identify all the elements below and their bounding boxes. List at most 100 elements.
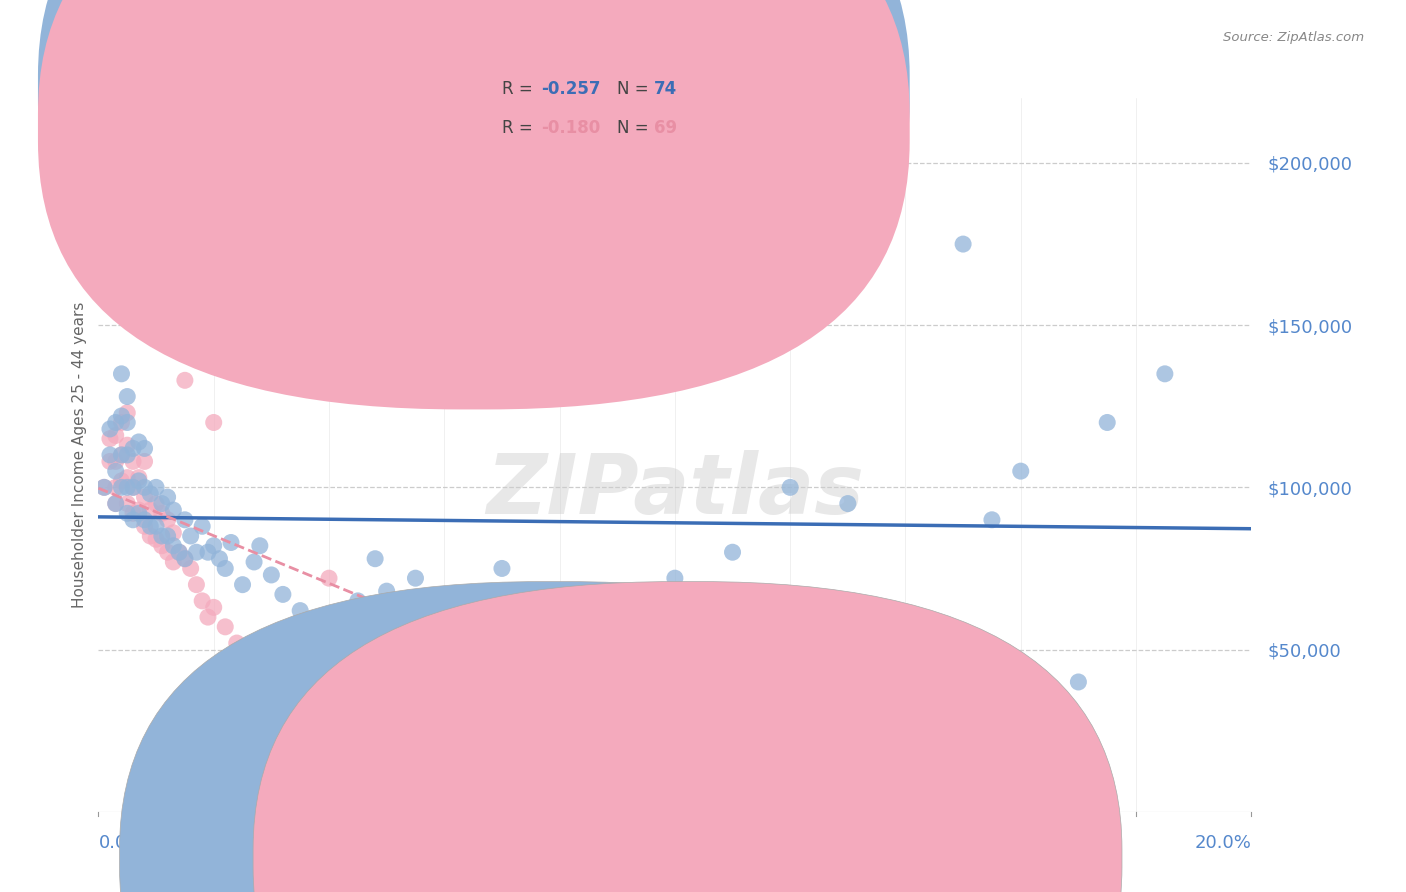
Point bbox=[98, 422, 121, 436]
Point bbox=[290, 269, 312, 284]
Point bbox=[238, 642, 260, 657]
Point bbox=[186, 577, 208, 591]
Point bbox=[122, 442, 145, 456]
Point bbox=[318, 610, 340, 624]
Point bbox=[433, 604, 456, 618]
Text: R =: R = bbox=[502, 80, 538, 98]
Point bbox=[128, 470, 150, 484]
Point bbox=[520, 675, 543, 690]
Point bbox=[721, 545, 744, 559]
Point bbox=[117, 480, 138, 494]
Point bbox=[461, 675, 484, 690]
Point bbox=[271, 587, 294, 601]
Point bbox=[548, 584, 571, 599]
Text: R =: R = bbox=[502, 119, 538, 136]
Point bbox=[180, 561, 202, 575]
Point bbox=[231, 577, 254, 591]
Point bbox=[150, 497, 173, 511]
Point bbox=[491, 684, 513, 698]
Point bbox=[98, 448, 121, 462]
Point bbox=[375, 237, 398, 252]
Text: ZIPatlas: ZIPatlas bbox=[486, 450, 863, 531]
Point bbox=[197, 610, 219, 624]
Point bbox=[1153, 367, 1175, 381]
Point bbox=[128, 506, 150, 520]
Point bbox=[346, 594, 368, 608]
Point bbox=[167, 545, 190, 559]
Point bbox=[156, 490, 179, 504]
Point bbox=[981, 513, 1004, 527]
Point bbox=[411, 675, 433, 690]
Point bbox=[405, 642, 427, 657]
Point bbox=[461, 620, 484, 634]
Point bbox=[335, 662, 357, 676]
Point bbox=[104, 454, 127, 468]
Point bbox=[162, 539, 184, 553]
Point bbox=[174, 513, 197, 527]
Point bbox=[134, 454, 156, 468]
Point bbox=[117, 497, 138, 511]
Point bbox=[110, 448, 132, 462]
Point bbox=[104, 480, 127, 494]
Point bbox=[307, 616, 329, 631]
Point bbox=[329, 626, 352, 640]
Text: Peruvians: Peruvians bbox=[572, 849, 654, 867]
Point bbox=[117, 416, 138, 430]
Point bbox=[779, 480, 801, 494]
Point bbox=[249, 539, 271, 553]
Point bbox=[318, 648, 340, 663]
Point bbox=[180, 529, 202, 543]
Point bbox=[104, 497, 127, 511]
Point bbox=[110, 448, 132, 462]
Point bbox=[606, 688, 628, 702]
Point bbox=[139, 503, 162, 517]
Point bbox=[219, 535, 242, 549]
Point bbox=[117, 448, 138, 462]
Point bbox=[150, 539, 173, 553]
Point bbox=[191, 519, 214, 533]
Point bbox=[110, 480, 132, 494]
Point bbox=[93, 480, 115, 494]
Point bbox=[231, 301, 254, 316]
Point bbox=[837, 497, 859, 511]
Point bbox=[364, 551, 387, 566]
Point bbox=[162, 503, 184, 517]
Point bbox=[952, 237, 974, 252]
Point bbox=[134, 442, 156, 456]
Point bbox=[128, 434, 150, 449]
Point bbox=[122, 480, 145, 494]
Point bbox=[145, 480, 167, 494]
Point bbox=[260, 568, 283, 582]
Point bbox=[110, 367, 132, 381]
Text: 74: 74 bbox=[654, 80, 678, 98]
Point bbox=[134, 490, 156, 504]
Point bbox=[405, 571, 427, 585]
Point bbox=[197, 545, 219, 559]
Point bbox=[98, 454, 121, 468]
Point bbox=[104, 497, 127, 511]
Point bbox=[93, 480, 115, 494]
Point bbox=[290, 604, 312, 618]
Text: N =: N = bbox=[617, 80, 654, 98]
Point bbox=[134, 519, 156, 533]
Point bbox=[117, 506, 138, 520]
Point bbox=[122, 506, 145, 520]
Point bbox=[145, 533, 167, 547]
Point bbox=[162, 555, 184, 569]
Point bbox=[186, 545, 208, 559]
Text: 20.0%: 20.0% bbox=[1195, 834, 1251, 852]
Text: PERUVIAN VS IMMIGRANTS FROM NEPAL HOUSEHOLDER INCOME AGES 25 - 44 YEARS CORRELAT: PERUVIAN VS IMMIGRANTS FROM NEPAL HOUSEH… bbox=[56, 31, 846, 46]
Point bbox=[271, 662, 294, 676]
Point bbox=[664, 571, 686, 585]
Point bbox=[664, 681, 686, 696]
Point bbox=[548, 681, 571, 696]
Point bbox=[104, 464, 127, 478]
Point bbox=[117, 390, 138, 404]
Point bbox=[122, 480, 145, 494]
Point bbox=[214, 620, 236, 634]
Point bbox=[225, 636, 247, 650]
Text: Immigrants from Nepal: Immigrants from Nepal bbox=[706, 849, 898, 867]
Point bbox=[249, 652, 271, 666]
Point bbox=[174, 373, 197, 387]
Point bbox=[122, 513, 145, 527]
